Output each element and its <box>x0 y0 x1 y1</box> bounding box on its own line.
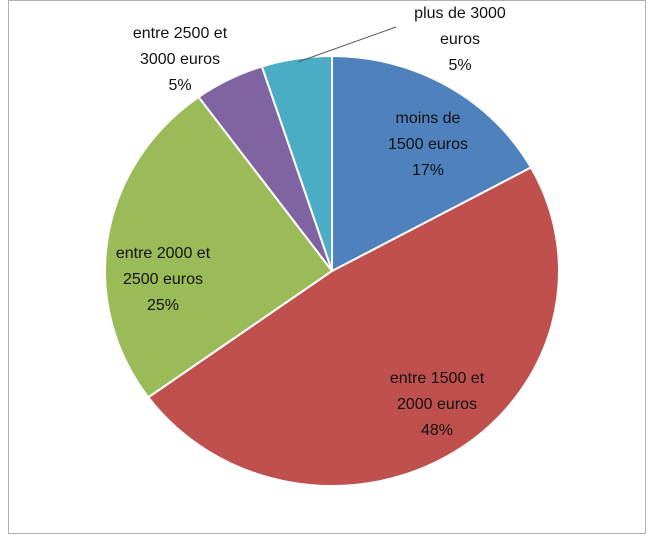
category-label: entre 1500 et 2000 euros <box>389 370 485 413</box>
chart-frame <box>8 0 646 534</box>
slice-label: plus de 3000 euros 5% <box>405 1 515 79</box>
slice-label: entre 2500 et 3000 euros 5% <box>130 21 230 99</box>
value-label: 5% <box>168 77 192 94</box>
value-label: 17% <box>411 162 445 179</box>
category-label: entre 2000 et 2500 euros <box>115 245 211 288</box>
leader-line <box>297 26 397 63</box>
pie-slice <box>104 95 334 399</box>
pie-slice <box>146 166 560 487</box>
value-label: 5% <box>448 57 472 74</box>
value-label: 48% <box>420 422 454 439</box>
slice-label: entre 1500 et 2000 euros 48% <box>382 366 492 444</box>
category-label: entre 2500 et 3000 euros <box>132 25 228 68</box>
value-label: 25% <box>146 297 180 314</box>
category-label: moins de 1500 euros <box>387 110 469 153</box>
slice-label: entre 2000 et 2500 euros 25% <box>108 241 218 319</box>
category-label: plus de 3000 euros <box>414 5 506 48</box>
slice-label: moins de 1500 euros 17% <box>378 106 478 184</box>
pie-slice <box>331 54 533 273</box>
